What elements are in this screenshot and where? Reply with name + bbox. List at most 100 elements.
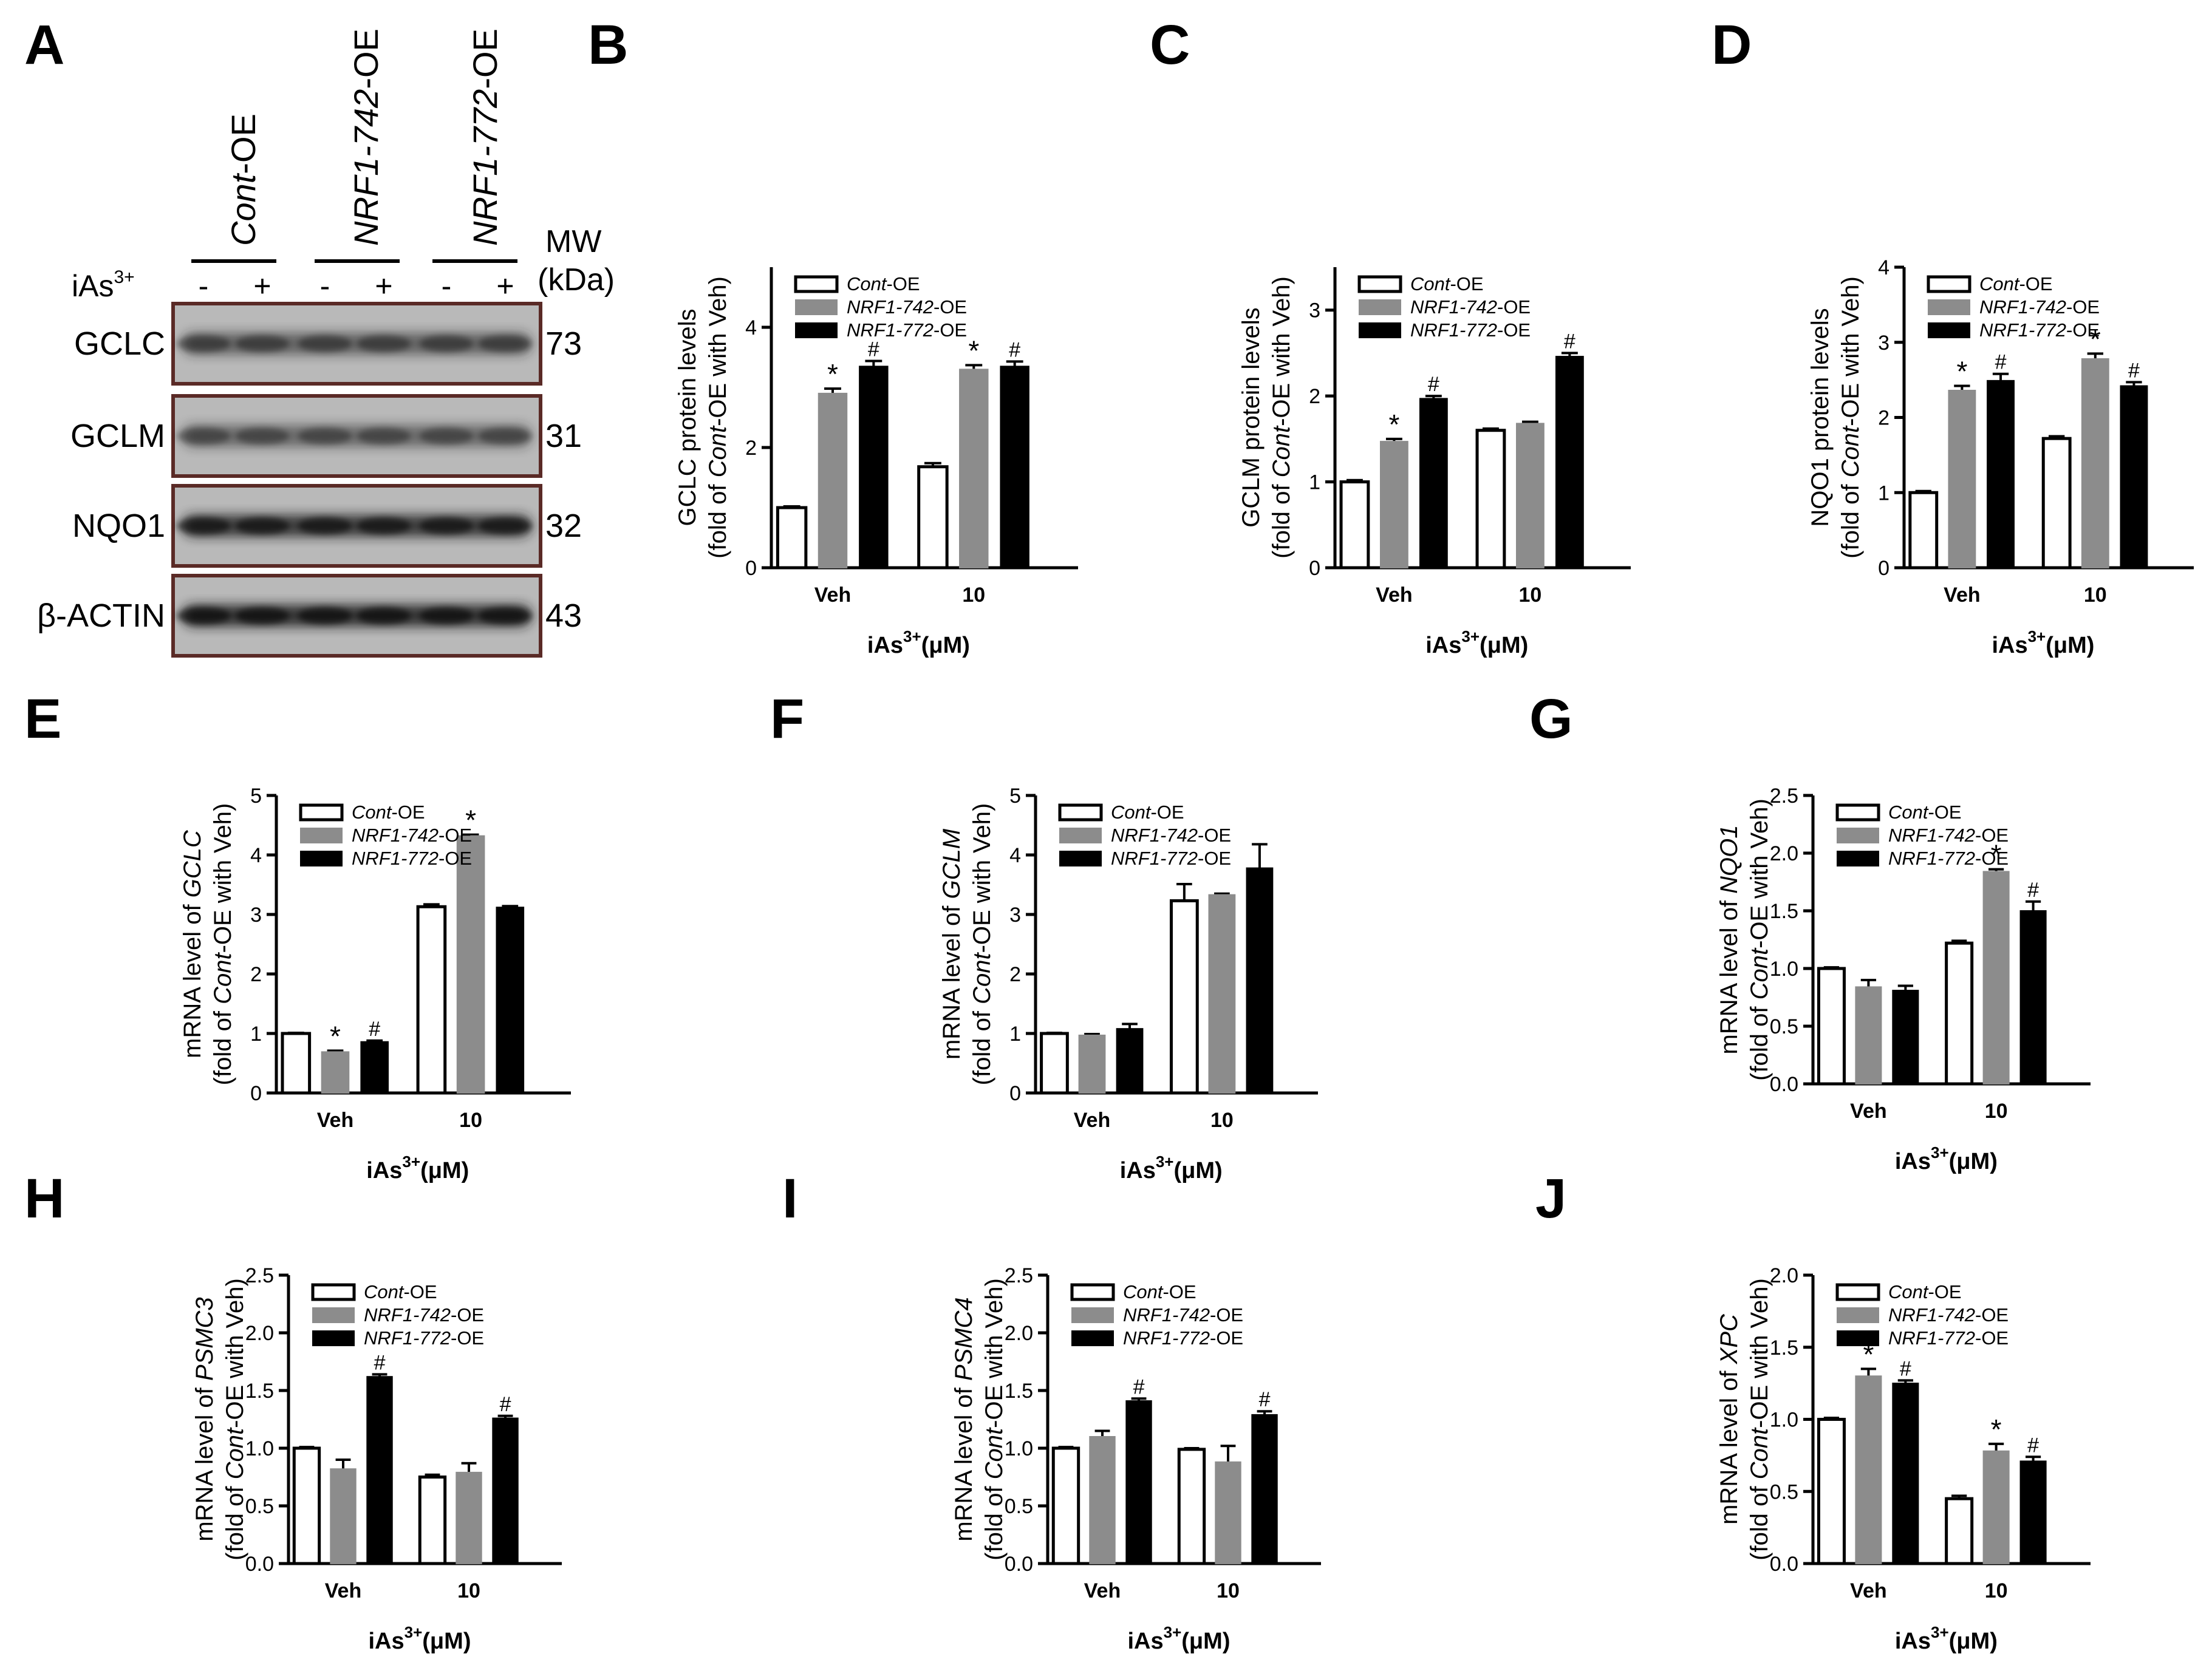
y-tick-label: 1.5	[1770, 900, 1798, 923]
y-tick-label: 2.5	[1005, 1264, 1033, 1287]
legend-entry: NRF1-742-OE	[1888, 825, 2009, 846]
y-tick-label: 0	[745, 557, 757, 580]
y-axis-label: mRNA level of GCLM	[938, 828, 965, 1060]
blot-band-lane	[420, 517, 473, 534]
y-axis-label: (fold of Cont-OE with Veh)	[222, 1278, 248, 1561]
x-tick-label: Veh	[1850, 1579, 1886, 1602]
y-tick-label: 1.5	[245, 1380, 274, 1403]
bar	[366, 1376, 393, 1564]
x-axis-label: iAs3+(μM)	[366, 1152, 469, 1183]
chart-d: 0 1 2 3 4 * * # # Veh 10 iAs3+(μM) NQO1 protein leve…	[1807, 256, 2194, 658]
bar	[959, 369, 989, 568]
significance-mark: #	[868, 338, 879, 361]
legend-swatch	[1070, 1283, 1115, 1301]
bar	[321, 1051, 350, 1094]
chart-h: 0.0 0.5 1.0 1.5 2.0 2.5 # # Veh 10 iAs3+(μM) mRNA l…	[191, 1264, 562, 1654]
significance-mark: #	[500, 1393, 511, 1416]
y-tick-label: 0.0	[1770, 1073, 1798, 1096]
blot-band-lane	[420, 427, 473, 444]
legend-swatch	[1359, 299, 1401, 315]
legend-entry: Cont-OE	[1979, 273, 2053, 294]
panel-letter-g: G	[1529, 688, 1573, 750]
x-tick-label: 10	[1217, 1579, 1240, 1602]
bar	[859, 366, 889, 568]
significance-mark: *	[1991, 839, 2002, 871]
blot-row-mw: 43	[545, 597, 582, 634]
bar	[1419, 398, 1448, 569]
significance-mark: *	[330, 1020, 341, 1052]
y-tick-label: 2.5	[245, 1264, 274, 1287]
bar	[1908, 491, 1939, 570]
blot-row-label: GCLM	[70, 418, 165, 454]
legend-entry: Cont-OE	[847, 273, 920, 294]
bar	[776, 506, 808, 570]
bar	[1040, 1032, 1069, 1095]
legend-entry: Cont-OE	[364, 1281, 437, 1302]
panel-letter-j: J	[1535, 1168, 1566, 1230]
bar	[2019, 1460, 2047, 1564]
legend-swatch	[1837, 1307, 1879, 1323]
legend-swatch	[312, 1330, 355, 1346]
blot-band-lane	[357, 517, 411, 534]
bar	[818, 392, 848, 569]
legend-swatch	[1059, 828, 1102, 843]
legend-swatch	[1359, 322, 1401, 338]
bar	[416, 905, 447, 1095]
y-tick-label: 3	[250, 904, 262, 927]
blot-band-lane	[298, 607, 352, 624]
bar	[2120, 385, 2148, 569]
bar	[1982, 871, 2010, 1085]
y-tick-label: 2.0	[1770, 842, 1798, 865]
blot-band-lane	[298, 335, 352, 352]
y-tick-label: 1	[1309, 471, 1320, 494]
significance-mark: #	[1564, 330, 1575, 353]
legend-entry: NRF1-742-OE	[1111, 825, 1231, 846]
legend-entry: NRF1-742-OE	[1123, 1304, 1243, 1326]
y-axis-label: mRNA level of XPC	[1716, 1313, 1743, 1525]
bar	[1379, 441, 1408, 568]
significance-mark: #	[1428, 373, 1439, 396]
y-tick-label: 0.5	[1770, 1015, 1798, 1038]
x-tick-label: Veh	[1376, 584, 1412, 607]
significance-mark: #	[1900, 1357, 1911, 1380]
blot-row-mw: 31	[545, 418, 582, 454]
y-tick-label: 0.5	[1005, 1495, 1033, 1518]
legend-entry: NRF1-772-OE	[352, 848, 472, 869]
legend-entry: NRF1-742-OE	[352, 825, 472, 846]
x-tick-label: Veh	[1944, 584, 1980, 607]
x-tick-label: Veh	[1850, 1100, 1886, 1123]
legend-swatch	[795, 299, 838, 315]
mw-header: (kDa)	[538, 262, 615, 298]
y-axis-label: (fold of Cont-OE with Veh)	[1268, 276, 1295, 559]
blot-band-lane	[177, 335, 230, 352]
legend-entry: NRF1-772-OE	[847, 319, 967, 341]
significance-mark: #	[369, 1018, 380, 1041]
y-tick-label: 0.5	[245, 1495, 274, 1518]
bar	[1555, 356, 1584, 568]
blot-band-lane	[357, 335, 411, 352]
bar	[492, 1417, 519, 1565]
y-tick-label: 4	[745, 316, 757, 339]
y-tick-label: 1.5	[1770, 1336, 1798, 1360]
bar	[1817, 967, 1846, 1086]
y-tick-label: 3	[1009, 904, 1021, 927]
bar	[292, 1446, 321, 1565]
treatment-label: iAs3+	[72, 267, 135, 303]
bar	[1892, 990, 1919, 1084]
bar	[1948, 389, 1976, 568]
lane-sign: +	[253, 269, 271, 303]
panel-letter-h: H	[24, 1168, 64, 1230]
bar	[330, 1468, 357, 1564]
legend-entry: NRF1-772-OE	[364, 1327, 484, 1349]
lane-sign: +	[496, 269, 514, 303]
blot-row-label: β-ACTIN	[37, 597, 165, 634]
bar	[1982, 1450, 2010, 1564]
blot-band-lane	[236, 335, 289, 352]
legend-swatch	[1928, 299, 1970, 315]
y-axis-label: mRNA level of GCLC	[179, 829, 206, 1058]
bar	[1475, 429, 1506, 570]
x-axis-label: iAs3+(μM)	[1895, 1623, 1998, 1654]
y-axis-label: NQO1 protein levels	[1807, 308, 1834, 526]
bar	[1892, 1383, 1919, 1564]
x-axis-label: iAs3+(μM)	[368, 1623, 471, 1654]
